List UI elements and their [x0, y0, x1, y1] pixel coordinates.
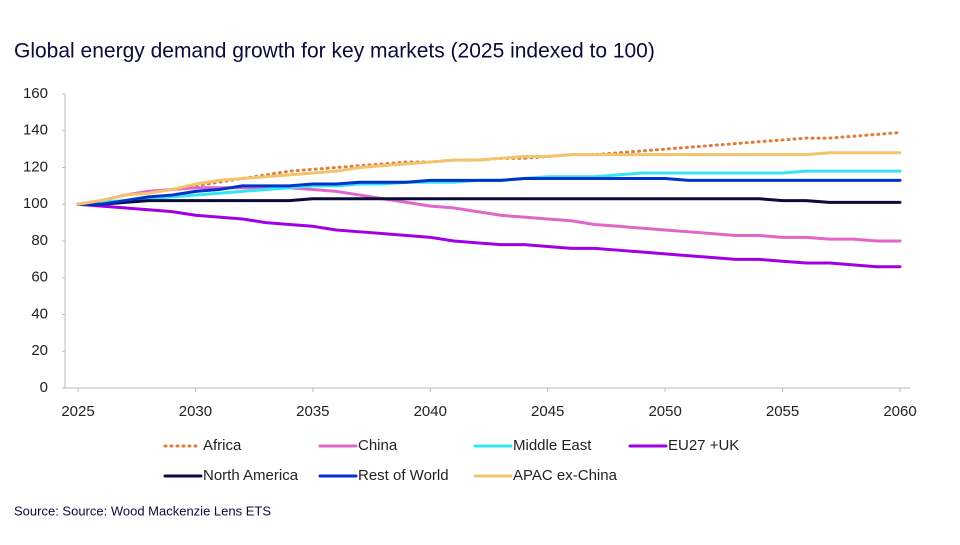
legend-label: China	[358, 437, 398, 454]
y-tick-label: 100	[23, 195, 48, 212]
y-tick-label: 0	[40, 379, 48, 396]
source: Source: Source: Wood Mackenzie Lens ETS	[14, 503, 271, 518]
x-tick-label: 2060	[883, 403, 916, 420]
x-tick-label: 2040	[414, 403, 447, 420]
x-tick-label: 2030	[179, 403, 212, 420]
series-line	[76, 151, 902, 206]
y-tick-label: 160	[23, 85, 48, 102]
legend-label: EU27 +UK	[668, 437, 739, 454]
y-tick-label: 60	[31, 269, 48, 286]
y-tick-label: 120	[23, 158, 48, 175]
x-tick-label: 2025	[61, 403, 94, 420]
y-tick-label: 140	[23, 122, 48, 139]
chart-title: Global energy demand growth for key mark…	[14, 40, 655, 63]
legend-label: North America	[203, 467, 299, 484]
x-tick-label: 2050	[648, 403, 681, 420]
x-tick-label: 2045	[531, 403, 564, 420]
legend-label: Africa	[203, 437, 242, 454]
y-tick-label: 80	[31, 232, 48, 249]
series-line	[76, 197, 902, 206]
series-line	[76, 202, 902, 269]
y-tick-label: 40	[31, 305, 48, 322]
legend-label: Middle East	[513, 437, 592, 454]
y-tick-label: 20	[31, 342, 48, 359]
legend-label: APAC ex-China	[513, 467, 618, 484]
x-tick-label: 2055	[766, 403, 799, 420]
series-line	[76, 177, 902, 206]
legend-label: Rest of World	[358, 467, 449, 484]
x-tick-label: 2035	[296, 403, 329, 420]
series-line	[76, 186, 902, 243]
